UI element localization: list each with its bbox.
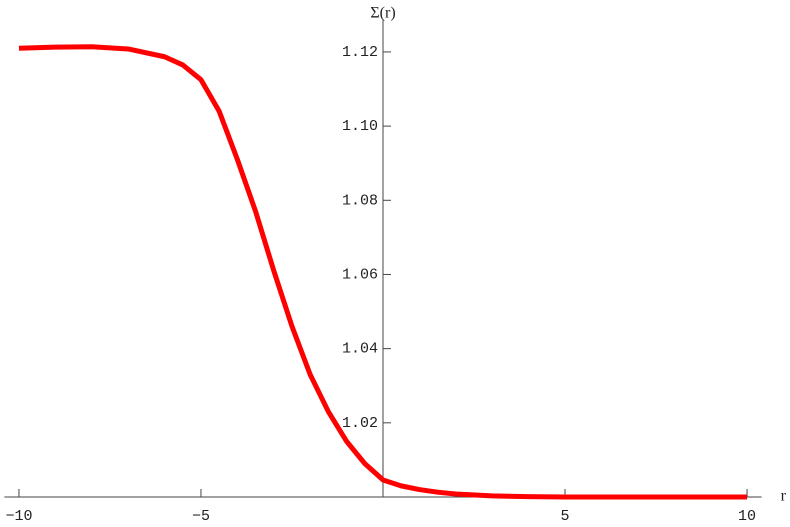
x-axis-label: r: [781, 488, 787, 505]
x-tick-label: −5: [192, 508, 210, 525]
data-line: [18, 44, 748, 500]
x-tick-label: 10: [738, 508, 756, 525]
y-tick-label: 1.06: [342, 266, 378, 283]
y-tick-label: 1.08: [342, 192, 378, 209]
y-tick-label: 1.12: [342, 44, 378, 61]
y-tick-label: 1.10: [342, 118, 378, 135]
x-tick-label: 5: [561, 508, 570, 525]
x-tick-label: −10: [5, 508, 32, 525]
y-axis-label: Σ(r): [370, 5, 395, 22]
y-tick-label: 1.04: [342, 341, 378, 358]
y-tick-label: 1.02: [342, 415, 378, 432]
